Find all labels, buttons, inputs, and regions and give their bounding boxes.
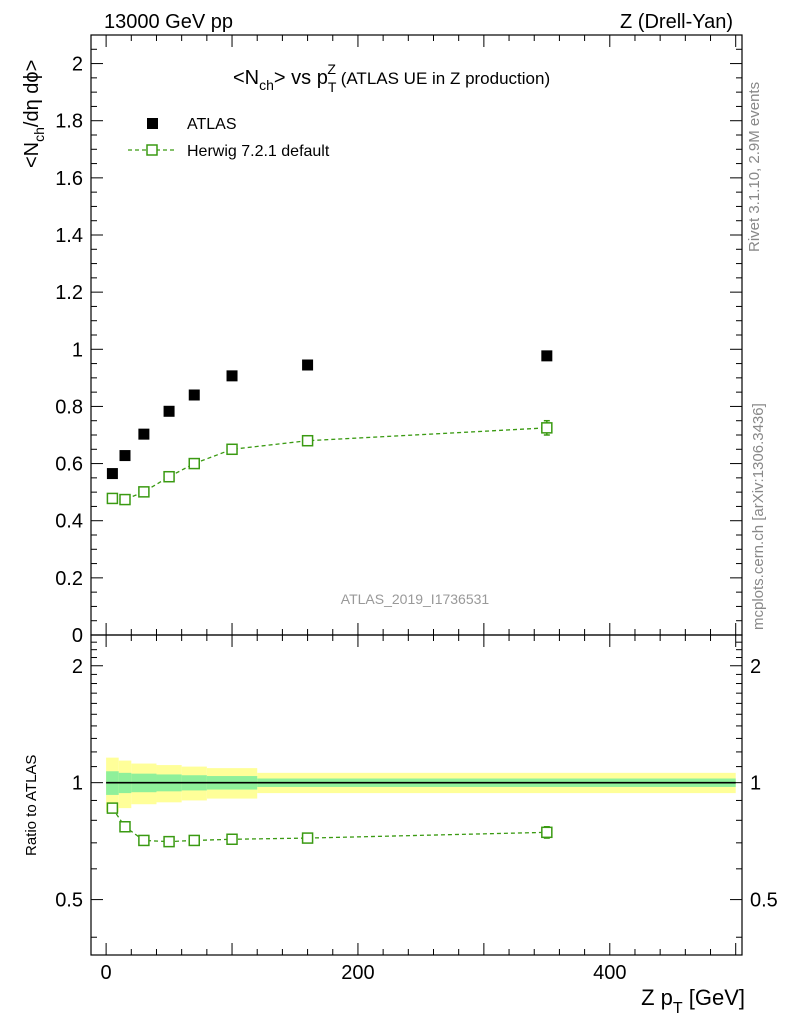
main-ytick-label: 2: [72, 54, 83, 76]
ratio-herwig-point-marker: [226, 833, 238, 846]
ratio-herwig-point-marker: [541, 826, 553, 839]
ratio-plot-frame: [90, 634, 743, 956]
ratio-herwig-point-marker: [106, 802, 119, 814]
herwig-point-marker: [541, 422, 553, 434]
x-tick-label: 400: [593, 962, 626, 984]
herwig-point-marker: [138, 486, 150, 498]
main-ytick-label: 1.8: [55, 111, 83, 133]
main-ytick-label: 0.4: [55, 511, 83, 533]
herwig-point-marker: [163, 470, 175, 483]
atlas-data-point: [302, 359, 314, 371]
legend-herwig-marker: [146, 144, 158, 156]
atlas-data-point: [163, 405, 175, 417]
ratio-ytick-label-left: 1: [72, 773, 83, 795]
main-ytick-label: 1.4: [55, 225, 83, 247]
atlas-data-point: [188, 389, 200, 401]
herwig-point-marker: [301, 434, 314, 447]
legend: ATLAS Herwig 7.2.1 default: [128, 116, 330, 160]
ratio-ytick-label-left: 2: [72, 656, 83, 678]
main-plot-title: <Nch> vs pTZ (ATLAS UE in Z production): [233, 61, 550, 95]
mcplots-reference-label: mcplots.cern.ch [arXiv:1306.3436]: [750, 403, 767, 630]
atlas-data-point: [138, 428, 150, 440]
x-tick-label: 0: [101, 962, 112, 984]
ratio-herwig-point-marker: [163, 835, 175, 848]
main-ytick-label: 0.8: [55, 396, 83, 418]
atlas-data-point: [541, 350, 553, 362]
ratio-ytick-label-right: 0.5: [750, 890, 778, 912]
header-process: Z (Drell-Yan): [620, 11, 733, 33]
ratio-herwig-point-line: [111, 807, 547, 843]
main-y-axis-label: <Nch/dη dϕ>: [21, 60, 47, 168]
legend-atlas-label: ATLAS: [187, 116, 237, 133]
herwig-point-marker: [119, 493, 131, 506]
herwig-point-line: [112, 427, 547, 501]
analysis-watermark: ATLAS_2019_I1736531: [341, 591, 490, 607]
main-ytick-label: 0.2: [55, 568, 83, 590]
x-axis-label: Z pT [GeV]: [641, 985, 745, 1017]
ratio-herwig-point-marker: [301, 832, 314, 844]
atlas-data-point: [226, 370, 238, 382]
rivet-version-label: Rivet 3.1.10, 2.9M events: [746, 82, 763, 252]
ratio-herwig-point-marker: [138, 834, 150, 847]
atlas-data-point: [106, 468, 118, 480]
ratio-ytick-label-left: 0.5: [55, 890, 83, 912]
herwig-point-marker: [188, 457, 201, 470]
ratio-herwig-point-marker: [188, 834, 201, 847]
ratio-y-axis-label: Ratio to ATLAS: [23, 755, 40, 856]
x-tick-label: 200: [341, 962, 374, 984]
main-ytick-label: 0.6: [55, 454, 83, 476]
main-ytick-label: 1.6: [55, 168, 83, 190]
herwig-point-marker: [226, 443, 238, 456]
main-ytick-label: 0: [72, 625, 83, 647]
header-energy: 13000 GeV pp: [104, 11, 233, 33]
main-ytick-label: 1: [72, 339, 83, 361]
ratio-ytick-label-right: 2: [750, 656, 761, 678]
legend-atlas-marker: [147, 118, 158, 129]
atlas-data-point: [119, 450, 131, 462]
ratio-ytick-label-right: 1: [750, 773, 761, 795]
ratio-herwig-point-marker: [119, 821, 131, 833]
legend-herwig-label: Herwig 7.2.1 default: [187, 143, 330, 160]
herwig-point-marker: [106, 492, 119, 505]
main-ytick-label: 1.2: [55, 282, 83, 304]
